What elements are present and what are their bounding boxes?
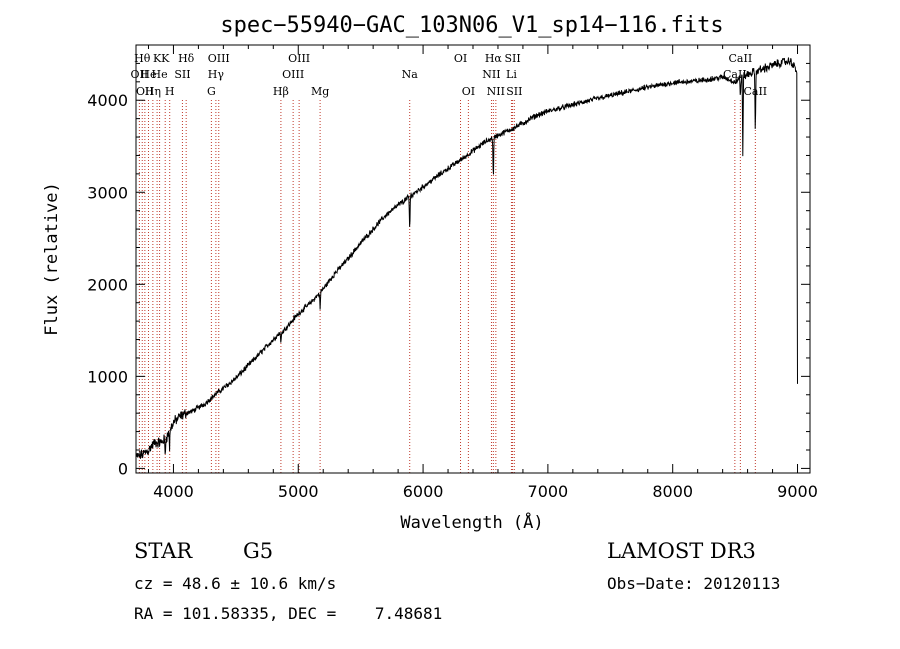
line-marker-label: Hα	[485, 52, 503, 65]
line-marker-label: OIII	[208, 52, 230, 65]
axis-ticks: 4000 5000 6000 7000 8000 9000 0 1000 2000 3000 400…	[87, 45, 818, 501]
y-axis-label: Flux (relative)	[42, 182, 62, 336]
spectrum-line	[136, 57, 798, 459]
line-marker-label: CaII	[743, 85, 767, 98]
y-tick-label: 3000	[87, 183, 128, 202]
line-marker-label: OI	[454, 52, 467, 65]
y-tick-label: 1000	[87, 367, 128, 386]
line-marker-label: CaII	[723, 68, 747, 81]
chart-title: spec−55940−GAC_103N06_V1_sp14−116.fits	[220, 13, 723, 38]
spectrum-chart: OIIHθOIIHeHηKHeKHSIIHδGHγOIIIHβOIIIOIIIM…	[42, 13, 818, 533]
line-marker-label: OI	[462, 85, 475, 98]
spectrum-series	[136, 57, 798, 459]
observation-date: Obs−Date: 20120113	[607, 574, 781, 593]
plot-frame	[135, 44, 811, 474]
line-marker-label: Na	[402, 68, 419, 81]
line-marker-label: Hδ	[178, 52, 195, 65]
line-marker-label: SII	[504, 52, 520, 65]
survey-name: LAMOST DR3	[607, 539, 756, 563]
line-marker-label: Hγ	[208, 68, 225, 81]
y-tick-label: 0	[118, 459, 128, 478]
line-marker-label: Li	[506, 68, 517, 81]
object-class: STAR	[134, 539, 193, 563]
line-marker-label: SII	[174, 68, 190, 81]
line-marker-label: NII	[482, 68, 500, 81]
x-tick-label: 7000	[528, 482, 569, 501]
x-tick-label: 8000	[652, 482, 693, 501]
line-marker-label: Hβ	[273, 85, 289, 98]
x-tick-label: 5000	[278, 482, 319, 501]
y-tick-label: 4000	[87, 91, 128, 110]
x-tick-label: 4000	[153, 482, 194, 501]
coordinates: RA = 101.58335, DEC = 7.48681	[134, 604, 443, 623]
x-axis-label: Wavelength (Å)	[400, 511, 543, 533]
line-marker-label: H	[165, 85, 175, 98]
object-subclass: G5	[243, 539, 274, 563]
line-marker-label: NII	[487, 85, 505, 98]
line-markers: OIIHθOIIHeHηKHeKHSIIHδGHγOIIIHβOIIIOIIIM…	[131, 52, 767, 473]
line-marker-label: K	[153, 52, 162, 65]
line-marker-label: He	[152, 68, 168, 81]
line-marker-label: He	[140, 68, 156, 81]
line-marker-label: K	[161, 52, 170, 65]
line-marker-label: OIII	[282, 68, 304, 81]
line-marker-label: Hη	[145, 85, 161, 98]
x-tick-label: 9000	[777, 482, 818, 501]
line-marker-label: CaII	[729, 52, 753, 65]
y-tick-label: 2000	[87, 275, 128, 294]
line-marker-label: SII	[506, 85, 522, 98]
x-tick-label: 6000	[403, 482, 444, 501]
redshift-cz: cz = 48.6 ± 10.6 km/s	[134, 574, 337, 593]
line-marker-label: Mg	[311, 85, 329, 98]
line-marker-label: Hθ	[134, 52, 151, 65]
line-marker-label: OIII	[288, 52, 310, 65]
line-marker-label: OII	[136, 85, 154, 98]
line-marker-label: G	[207, 85, 216, 98]
line-marker-label: OII	[131, 68, 149, 81]
